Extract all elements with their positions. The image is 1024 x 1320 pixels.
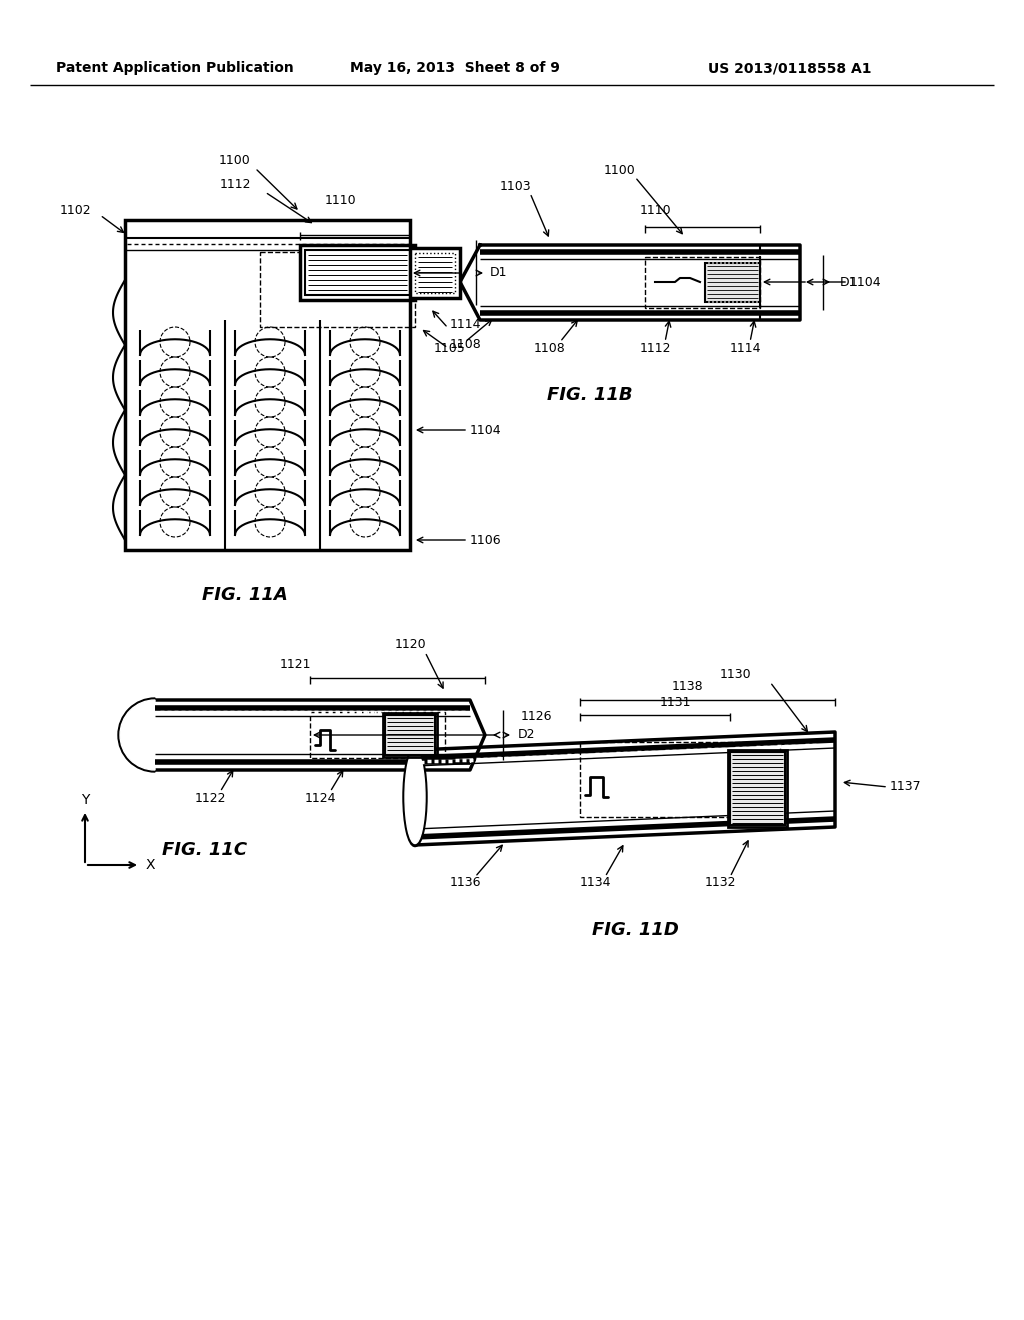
Bar [383, 713, 437, 756]
Text: 1112: 1112 [639, 342, 671, 355]
Text: 1131: 1131 [659, 696, 691, 709]
Text: D2: D2 [518, 729, 536, 742]
Text: FIG. 11A: FIG. 11A [202, 586, 288, 605]
Bar [730, 752, 785, 825]
Text: 1120: 1120 [394, 639, 426, 652]
Ellipse shape [406, 751, 425, 843]
Text: 1104: 1104 [470, 424, 502, 437]
Wedge shape [118, 698, 155, 772]
Text: 1124: 1124 [304, 792, 336, 804]
Text: 1103: 1103 [499, 181, 530, 194]
Text: US 2013/0118558 A1: US 2013/0118558 A1 [709, 61, 871, 75]
Text: 1100: 1100 [604, 164, 636, 177]
Text: 1134: 1134 [580, 876, 610, 890]
Polygon shape [460, 246, 800, 319]
Text: X: X [145, 858, 155, 873]
Bar [385, 715, 435, 755]
Text: 1138: 1138 [671, 681, 702, 693]
Text: 1114: 1114 [729, 342, 761, 355]
Bar [410, 248, 460, 298]
Wedge shape [120, 700, 155, 770]
Bar [125, 220, 410, 550]
Polygon shape [415, 733, 835, 845]
Text: 1114: 1114 [450, 318, 481, 331]
Text: FIG. 11D: FIG. 11D [592, 921, 679, 939]
Text: 1110: 1110 [639, 203, 671, 216]
Polygon shape [155, 700, 485, 770]
Text: 1137: 1137 [890, 780, 922, 793]
Text: D1: D1 [840, 276, 857, 289]
Text: 1105: 1105 [434, 342, 466, 355]
Text: 1121: 1121 [280, 659, 310, 672]
Text: 1102: 1102 [59, 203, 91, 216]
Text: D1: D1 [490, 267, 508, 280]
Text: 1130: 1130 [719, 668, 751, 681]
Text: 1136: 1136 [450, 876, 480, 890]
Text: Y: Y [81, 793, 89, 807]
Bar [705, 263, 760, 302]
Bar [260, 252, 415, 327]
Text: FIG. 11C: FIG. 11C [163, 841, 248, 859]
Bar [728, 750, 787, 828]
Text: FIG. 11B: FIG. 11B [547, 385, 633, 404]
Bar [310, 711, 445, 758]
Bar [415, 253, 455, 293]
Text: Patent Application Publication: Patent Application Publication [56, 61, 294, 75]
Text: 1132: 1132 [705, 876, 736, 890]
Bar [300, 246, 415, 300]
Text: 1108: 1108 [535, 342, 566, 355]
Text: 1112: 1112 [219, 178, 251, 191]
Text: 1100: 1100 [219, 153, 251, 166]
Bar [580, 742, 780, 817]
Text: May 16, 2013  Sheet 8 of 9: May 16, 2013 Sheet 8 of 9 [350, 61, 560, 75]
Text: 1108: 1108 [450, 338, 481, 351]
Text: 1126: 1126 [521, 710, 553, 723]
Text: 1110: 1110 [325, 194, 355, 206]
Text: 1106: 1106 [470, 533, 502, 546]
Text: 1122: 1122 [195, 792, 225, 804]
Text: 1104: 1104 [850, 276, 882, 289]
Bar [645, 257, 760, 308]
Bar [305, 249, 410, 294]
